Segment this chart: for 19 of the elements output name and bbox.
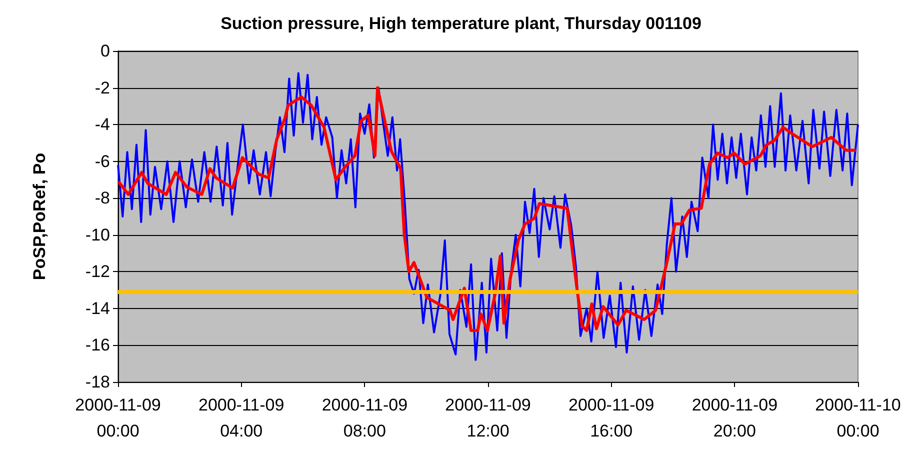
x-tick-label: 2000-11-09 12:00	[445, 396, 531, 440]
y-tick-label: -10	[85, 225, 110, 244]
x-tick-label: 2000-11-09 16:00	[568, 396, 654, 440]
x-tick-label: 2000-11-09 04:00	[198, 396, 284, 440]
x-tick-label: 2000-11-09 20:00	[692, 396, 778, 440]
chart-title: Suction pressure, High temperature plant, Thursday 001109	[220, 14, 702, 33]
y-tick-label: -16	[85, 336, 110, 355]
y-tick-label: -12	[85, 262, 110, 282]
y-tick-label: -2	[94, 78, 110, 98]
y-tick-label: -6	[94, 152, 110, 171]
y-tick-label: -18	[85, 372, 110, 392]
y-tick-label: -4	[94, 115, 110, 134]
y-tick-label: 0	[100, 42, 110, 60]
x-tick-label: 2000-11-09 08:00	[322, 396, 408, 440]
y-axis-title: PoSP,PoRef, Po	[30, 152, 49, 280]
x-tick-label: 2000-11-09 00:00	[75, 396, 161, 440]
y-tick-label: -14	[85, 298, 110, 318]
x-tick-label: 2000-11-10 00:00	[815, 396, 901, 440]
y-tick-label: -8	[94, 188, 110, 208]
